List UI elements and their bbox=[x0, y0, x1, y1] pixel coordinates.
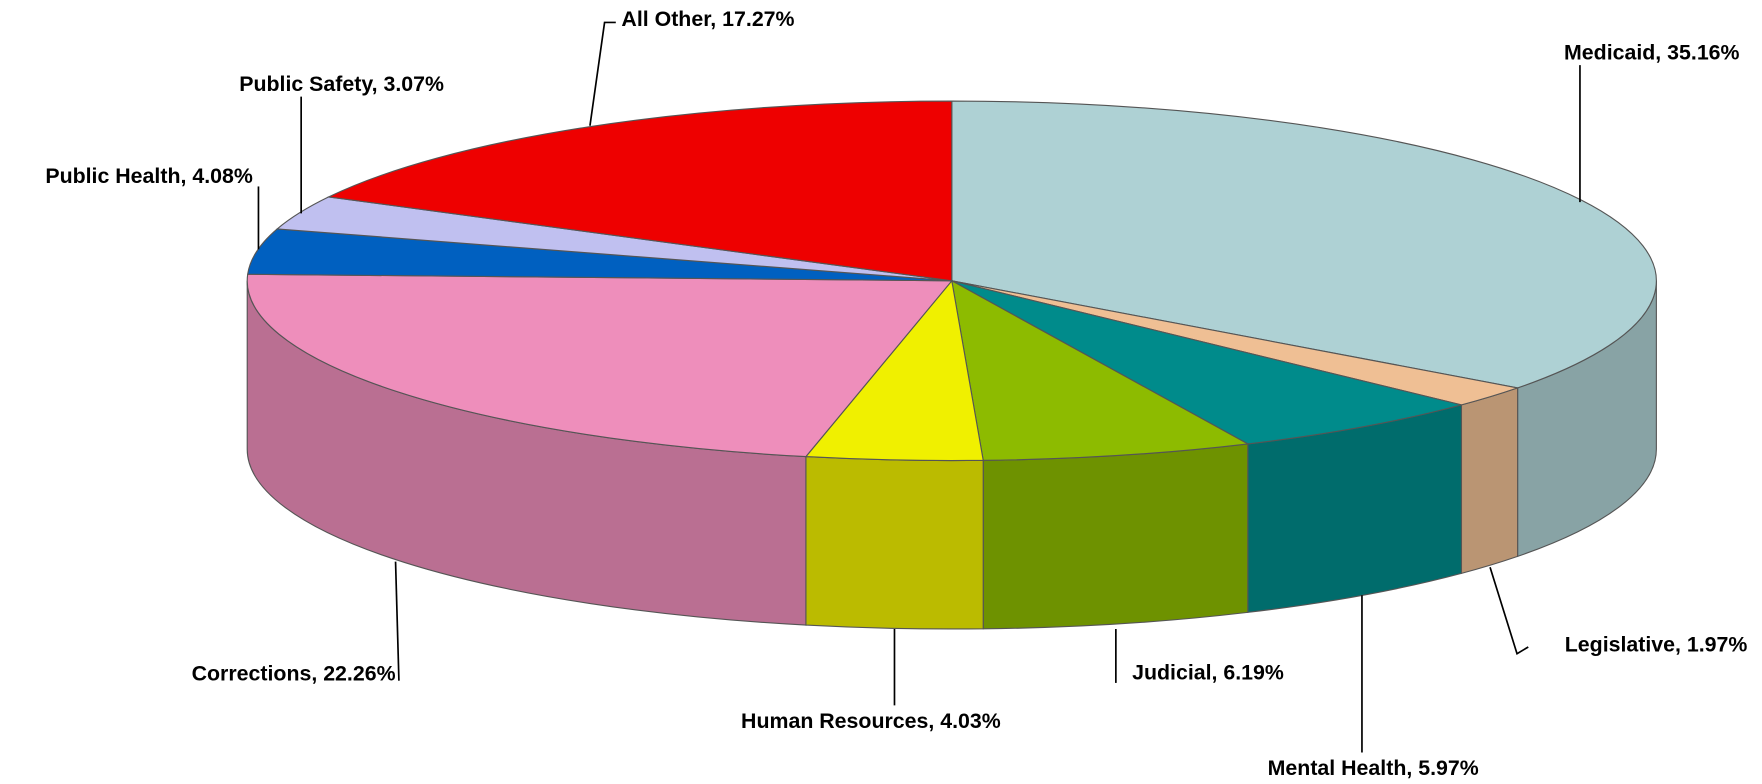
slice-side bbox=[982, 443, 1249, 630]
data-label: Mental Health, 5.97% bbox=[1268, 756, 1479, 780]
slice-side bbox=[805, 456, 984, 630]
leader-line bbox=[394, 561, 400, 681]
slice bbox=[951, 100, 1657, 389]
slice bbox=[326, 100, 953, 282]
data-label: Human Resources, 4.03% bbox=[741, 709, 1001, 733]
data-label: Judicial, 6.19% bbox=[1132, 661, 1284, 685]
pie-sides bbox=[246, 280, 1657, 630]
data-label: Public Safety, 3.07% bbox=[239, 72, 444, 96]
data-label: All Other, 17.27% bbox=[621, 7, 794, 31]
slice bbox=[246, 273, 953, 458]
slice-side bbox=[1460, 387, 1519, 575]
slice bbox=[951, 280, 1462, 445]
slice bbox=[247, 228, 952, 282]
leader-line bbox=[1489, 566, 1529, 655]
data-label: Public Health, 4.08% bbox=[45, 164, 253, 188]
pie-tops bbox=[246, 100, 1657, 462]
slice bbox=[804, 279, 984, 462]
leader-line bbox=[589, 21, 616, 126]
slice bbox=[951, 279, 1250, 461]
data-label: Corrections, 22.26% bbox=[192, 662, 396, 686]
data-label: Legislative, 1.97% bbox=[1565, 632, 1748, 656]
data-label: Medicaid, 35.16% bbox=[1564, 41, 1740, 65]
labels: Medicaid, 35.16% Legislative, 1.97% Mental… bbox=[45, 7, 1747, 780]
